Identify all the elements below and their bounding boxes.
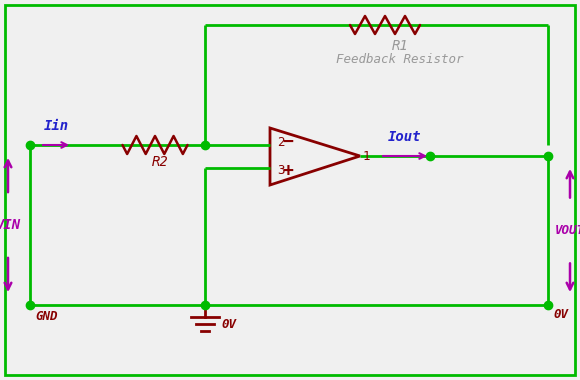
Text: R1: R1 [392, 39, 408, 53]
Text: Iout: Iout [388, 130, 422, 144]
Text: VIN: VIN [0, 218, 20, 232]
Text: R2: R2 [151, 155, 168, 169]
Text: 1: 1 [363, 149, 371, 163]
Text: 0V: 0V [221, 318, 236, 331]
Text: −: − [282, 133, 293, 151]
Text: Feedback Resistor: Feedback Resistor [336, 53, 464, 66]
Text: Iin: Iin [44, 119, 68, 133]
Text: +: + [282, 162, 293, 180]
Text: 2: 2 [277, 136, 285, 149]
Text: 0V: 0V [553, 308, 568, 321]
Text: VOUT: VOUT [555, 224, 580, 237]
Text: GND: GND [35, 310, 57, 323]
Text: 3: 3 [277, 164, 285, 177]
